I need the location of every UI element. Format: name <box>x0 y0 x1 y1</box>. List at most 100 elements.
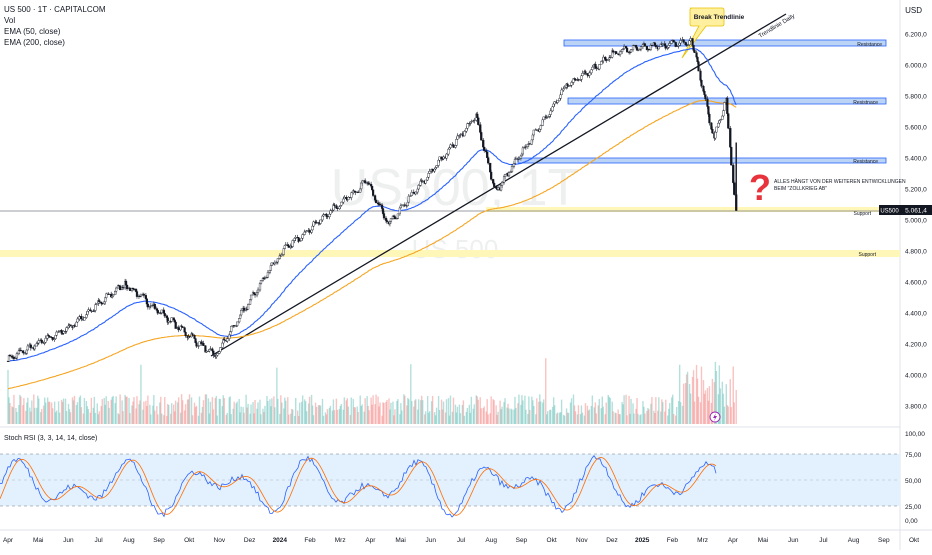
volume-bar <box>343 397 346 424</box>
volume-bar <box>587 410 590 424</box>
volume-bar <box>135 408 137 424</box>
volume-bar <box>200 412 203 424</box>
legend-vol[interactable]: Vol <box>4 16 16 25</box>
volume-bar <box>82 413 85 424</box>
candle-body <box>75 321 78 327</box>
candle-body <box>480 132 483 141</box>
candles[interactable] <box>6 36 738 363</box>
volume-bar <box>499 400 501 424</box>
time-tick-label: Okt <box>547 537 557 544</box>
trendline-daily[interactable] <box>210 13 787 357</box>
candle-body <box>25 349 28 354</box>
candle-body <box>497 187 500 190</box>
candle-body <box>21 350 24 353</box>
volume-bar <box>540 401 542 424</box>
price-badge-value: 5.061,4 <box>905 208 927 215</box>
volume-bar <box>124 394 126 424</box>
volume-bar <box>195 405 198 424</box>
volume-bar <box>168 405 170 424</box>
resistance-label-2: Resistnace <box>853 100 878 106</box>
candle-body <box>726 98 729 114</box>
volume-bar <box>618 414 620 424</box>
candle-body <box>321 215 324 221</box>
candle-body <box>268 269 272 273</box>
volume-bar <box>375 394 377 424</box>
volume-bar <box>94 412 97 424</box>
candle-body <box>615 51 618 54</box>
volume-bar <box>143 401 145 424</box>
note-line-1: ALLES HÄNGT VON DER WEITEREN ENTWICKLUNG… <box>774 178 906 185</box>
volume-bar <box>249 413 251 424</box>
volume-bar <box>336 409 339 424</box>
volume-bar <box>331 410 334 424</box>
candle-body <box>205 350 208 353</box>
volume-bar <box>215 395 218 424</box>
legend-ema200[interactable]: EMA (200, close) <box>4 38 65 47</box>
volume-bar <box>438 410 441 424</box>
volume-bar <box>559 412 562 424</box>
volume-bar <box>489 413 491 424</box>
resistance-zone-1[interactable] <box>563 39 887 47</box>
time-tick-label: Nov <box>576 537 588 544</box>
volume-bar <box>518 394 520 424</box>
candle-body <box>490 171 493 180</box>
volume-bar <box>448 415 451 424</box>
candle-body <box>145 298 148 305</box>
legend-symbol[interactable]: US 500 · 1T · CAPITALCOM <box>4 5 106 14</box>
volume-bar <box>60 399 63 424</box>
volume-bar <box>128 397 130 424</box>
volume-bar <box>181 400 184 424</box>
volume-bar <box>114 403 116 424</box>
volume-bar <box>359 395 361 424</box>
candle-body <box>255 292 259 296</box>
volume-bar <box>501 406 503 424</box>
volume-bar <box>669 403 671 424</box>
candle-body <box>105 293 108 298</box>
price-tick-label: 3.800,0 <box>905 404 927 411</box>
candle-body <box>427 173 430 178</box>
volume-bar <box>221 406 223 424</box>
volume-bar <box>133 397 135 424</box>
volume-bar <box>345 400 348 424</box>
volume-bar <box>614 412 616 424</box>
volume-bar <box>371 404 373 424</box>
time-tick-label: Jun <box>788 537 799 544</box>
chart-legend[interactable]: US 500 · 1T · CAPITALCOM Vol EMA (50, cl… <box>4 4 106 48</box>
volume-bar <box>594 402 597 424</box>
volume-bar <box>118 414 120 424</box>
volume-bar <box>368 410 370 424</box>
volume-bar <box>349 415 351 424</box>
volume-bar <box>222 395 224 424</box>
resistance-zone-3[interactable] <box>517 157 887 164</box>
candle-body <box>194 338 197 343</box>
break-callout[interactable] <box>681 7 725 59</box>
volume-bar <box>107 400 109 424</box>
volume-bar <box>50 402 53 424</box>
volume-bar <box>650 403 652 424</box>
volume-bar <box>673 414 675 424</box>
candle-body <box>438 156 441 161</box>
legend-ema50[interactable]: EMA (50, close) <box>4 27 61 36</box>
candle-body <box>730 146 733 166</box>
time-tick-label: Mai <box>395 537 405 544</box>
support-zone-1[interactable] <box>486 207 900 212</box>
volume-bar <box>112 395 114 424</box>
volume-bar <box>292 409 294 424</box>
volume-bar <box>250 404 252 424</box>
time-tick-label: Sep <box>516 537 528 544</box>
volume-bar <box>374 404 376 424</box>
candle-body <box>663 43 666 46</box>
volume-bar <box>672 394 674 424</box>
volume-bar <box>342 409 345 424</box>
volume-bar <box>442 401 445 424</box>
currency-label[interactable]: USD <box>905 6 922 15</box>
candle-body <box>489 162 492 173</box>
volume-bar <box>693 401 696 424</box>
volume-bar <box>469 412 472 424</box>
volume-bar <box>688 384 691 424</box>
candle-body <box>389 218 393 222</box>
support-zone-2[interactable] <box>0 250 900 257</box>
volume-bar <box>647 408 649 424</box>
